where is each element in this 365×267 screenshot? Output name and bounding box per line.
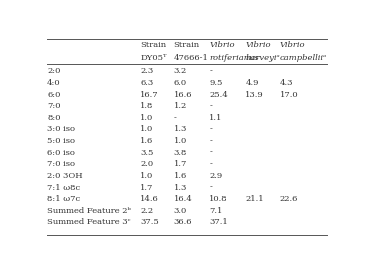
Text: 2:0: 2:0 xyxy=(47,67,61,75)
Text: rotiferianus: rotiferianus xyxy=(209,54,259,62)
Text: -: - xyxy=(209,67,212,75)
Text: Summed Feature 2ᵇ: Summed Feature 2ᵇ xyxy=(47,207,131,215)
Text: 1.7: 1.7 xyxy=(173,160,187,168)
Text: 1.0: 1.0 xyxy=(173,137,187,145)
Text: 6:0: 6:0 xyxy=(47,91,61,99)
Text: 8:0: 8:0 xyxy=(47,114,61,122)
Text: 1.2: 1.2 xyxy=(173,102,187,110)
Text: 7.1: 7.1 xyxy=(209,207,223,215)
Text: 47666-1: 47666-1 xyxy=(173,54,208,62)
Text: 2.9: 2.9 xyxy=(209,172,222,180)
Text: 6:0 iso: 6:0 iso xyxy=(47,149,75,157)
Text: 1.3: 1.3 xyxy=(173,125,187,134)
Text: 10.8: 10.8 xyxy=(209,195,228,203)
Text: 7:0: 7:0 xyxy=(47,102,61,110)
Text: harveyiᵃ: harveyiᵃ xyxy=(245,54,280,62)
Text: 7:0 iso: 7:0 iso xyxy=(47,160,75,168)
Text: 4:0: 4:0 xyxy=(47,79,61,87)
Text: 6.0: 6.0 xyxy=(173,79,187,87)
Text: 3:0 iso: 3:0 iso xyxy=(47,125,75,134)
Text: 3.2: 3.2 xyxy=(173,67,187,75)
Text: campbelliiᵃ: campbelliiᵃ xyxy=(280,54,327,62)
Text: 7:1 ω8c: 7:1 ω8c xyxy=(47,183,80,191)
Text: 17.0: 17.0 xyxy=(280,91,299,99)
Text: 3.8: 3.8 xyxy=(173,149,187,157)
Text: 1.6: 1.6 xyxy=(173,172,187,180)
Text: 2.0: 2.0 xyxy=(141,160,154,168)
Text: 4.3: 4.3 xyxy=(280,79,293,87)
Text: 13.9: 13.9 xyxy=(245,91,264,99)
Text: 25.4: 25.4 xyxy=(209,91,228,99)
Text: 37.5: 37.5 xyxy=(141,218,159,226)
Text: Summed Feature 3ᶜ: Summed Feature 3ᶜ xyxy=(47,218,131,226)
Text: Strain: Strain xyxy=(173,41,200,49)
Text: 1.7: 1.7 xyxy=(141,183,154,191)
Text: Vibrio: Vibrio xyxy=(245,41,271,49)
Text: 3.5: 3.5 xyxy=(141,149,154,157)
Text: 1.1: 1.1 xyxy=(209,114,223,122)
Text: 1.8: 1.8 xyxy=(141,102,154,110)
Text: 36.6: 36.6 xyxy=(173,218,192,226)
Text: -: - xyxy=(209,149,212,157)
Text: 21.1: 21.1 xyxy=(245,195,264,203)
Text: -: - xyxy=(209,137,212,145)
Text: 1.0: 1.0 xyxy=(141,114,154,122)
Text: -: - xyxy=(209,102,212,110)
Text: 2:0 3OH: 2:0 3OH xyxy=(47,172,82,180)
Text: 16.4: 16.4 xyxy=(173,195,192,203)
Text: Vibrio: Vibrio xyxy=(280,41,306,49)
Text: 8:1 ω7c: 8:1 ω7c xyxy=(47,195,80,203)
Text: -: - xyxy=(209,160,212,168)
Text: 37.1: 37.1 xyxy=(209,218,228,226)
Text: -: - xyxy=(209,125,212,134)
Text: 2.3: 2.3 xyxy=(141,67,154,75)
Text: 1.3: 1.3 xyxy=(173,183,187,191)
Text: 22.6: 22.6 xyxy=(280,195,298,203)
Text: DY05ᵀ: DY05ᵀ xyxy=(141,54,167,62)
Text: Strain: Strain xyxy=(141,41,166,49)
Text: 5:0 iso: 5:0 iso xyxy=(47,137,75,145)
Text: -: - xyxy=(209,183,212,191)
Text: 16.7: 16.7 xyxy=(141,91,159,99)
Text: -: - xyxy=(173,114,176,122)
Text: 6.3: 6.3 xyxy=(141,79,154,87)
Text: 1.0: 1.0 xyxy=(141,172,154,180)
Text: 4.9: 4.9 xyxy=(245,79,259,87)
Text: 2.2: 2.2 xyxy=(141,207,154,215)
Text: 3.0: 3.0 xyxy=(173,207,187,215)
Text: Vibrio: Vibrio xyxy=(209,41,235,49)
Text: 9.5: 9.5 xyxy=(209,79,223,87)
Text: 1.6: 1.6 xyxy=(141,137,154,145)
Text: 16.6: 16.6 xyxy=(173,91,192,99)
Text: 14.6: 14.6 xyxy=(141,195,159,203)
Text: 1.0: 1.0 xyxy=(141,125,154,134)
